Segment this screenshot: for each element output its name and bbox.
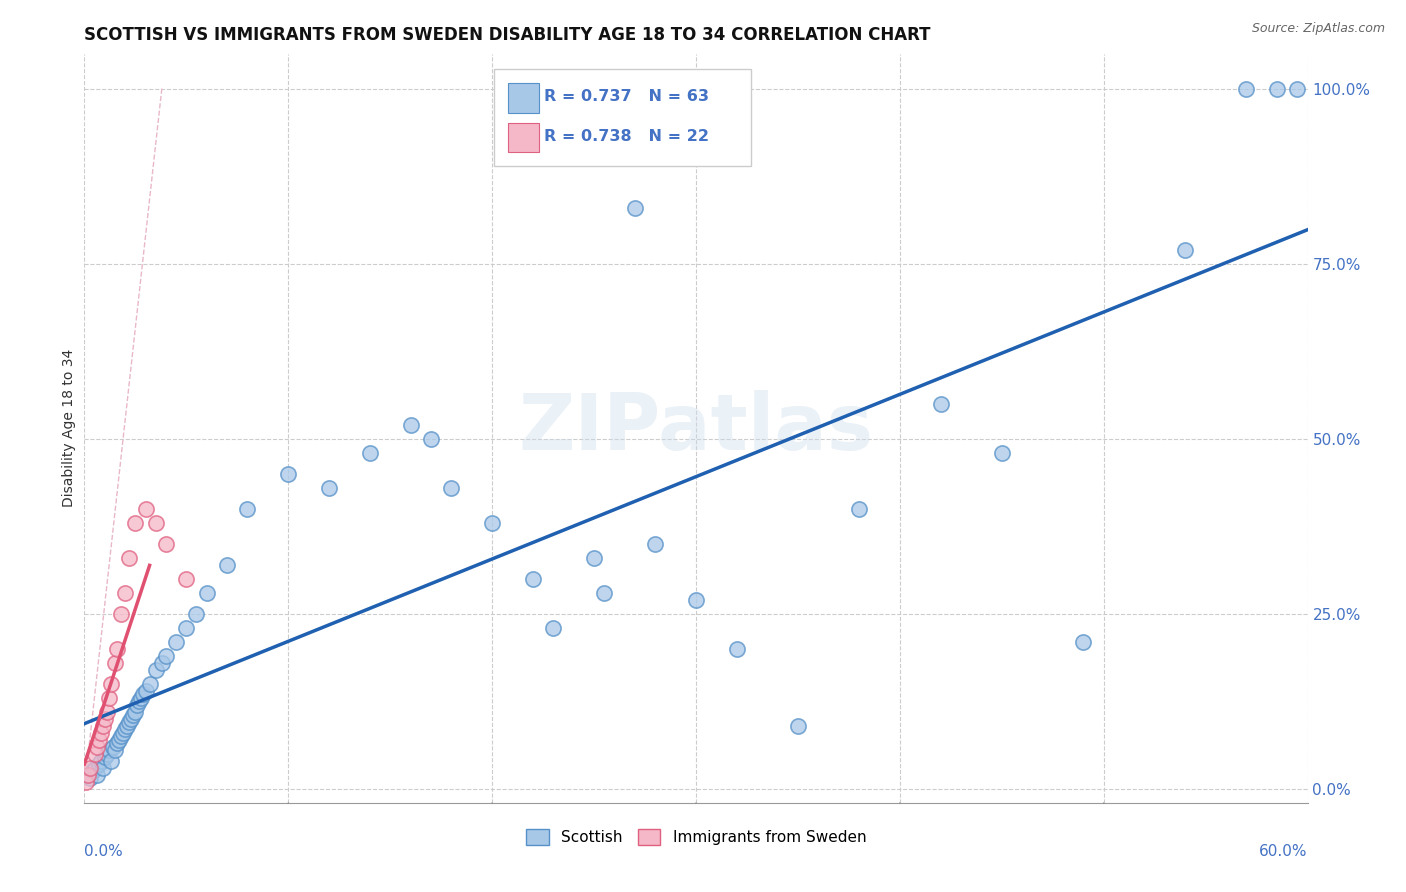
- Point: [87, 732, 110, 747]
- Point: [624, 201, 647, 215]
- Point: [120, 712, 142, 726]
- FancyBboxPatch shape: [508, 84, 540, 112]
- Text: 0.0%: 0.0%: [84, 844, 124, 859]
- Point: [82, 764, 104, 779]
- Point: [131, 690, 153, 705]
- Point: [96, 705, 118, 719]
- Point: [420, 432, 443, 446]
- Point: [593, 585, 616, 599]
- Text: Source: ZipAtlas.com: Source: ZipAtlas.com: [1251, 22, 1385, 36]
- Point: [87, 757, 110, 772]
- Point: [124, 705, 146, 719]
- Point: [90, 754, 112, 768]
- Point: [86, 768, 108, 782]
- Point: [83, 761, 105, 775]
- Point: [138, 677, 160, 691]
- Point: [217, 558, 239, 572]
- Point: [132, 687, 155, 701]
- Point: [118, 715, 141, 730]
- Point: [1174, 243, 1197, 257]
- Text: R = 0.738   N = 22: R = 0.738 N = 22: [544, 129, 709, 145]
- Point: [481, 516, 503, 530]
- Point: [104, 743, 127, 757]
- Point: [135, 501, 157, 516]
- Text: ZIPatlas: ZIPatlas: [519, 390, 873, 467]
- Point: [97, 690, 120, 705]
- Point: [165, 634, 187, 648]
- Text: 60.0%: 60.0%: [1260, 844, 1308, 859]
- Point: [101, 739, 124, 754]
- Point: [150, 656, 173, 670]
- Point: [522, 572, 544, 586]
- Point: [75, 774, 97, 789]
- Point: [97, 743, 120, 757]
- Point: [1286, 81, 1309, 95]
- Point: [91, 761, 114, 775]
- Point: [135, 683, 157, 698]
- Point: [1073, 634, 1095, 648]
- Point: [359, 445, 381, 459]
- Point: [174, 572, 197, 586]
- Point: [118, 550, 141, 565]
- Point: [86, 739, 108, 754]
- Point: [195, 585, 218, 599]
- Point: [124, 516, 146, 530]
- Point: [100, 754, 122, 768]
- Point: [128, 694, 150, 708]
- Point: [79, 761, 101, 775]
- Point: [583, 550, 606, 565]
- Point: [440, 481, 463, 495]
- Point: [105, 641, 128, 656]
- Point: [186, 607, 208, 621]
- Point: [145, 516, 167, 530]
- Point: [104, 656, 127, 670]
- Point: [77, 768, 100, 782]
- Point: [725, 641, 748, 656]
- Point: [112, 725, 135, 739]
- Text: SCOTTISH VS IMMIGRANTS FROM SWEDEN DISABILITY AGE 18 TO 34 CORRELATION CHART: SCOTTISH VS IMMIGRANTS FROM SWEDEN DISAB…: [84, 26, 931, 44]
- Point: [110, 729, 132, 743]
- Point: [115, 719, 138, 733]
- Point: [122, 708, 145, 723]
- Point: [77, 768, 100, 782]
- Point: [90, 725, 112, 739]
- Point: [127, 698, 149, 712]
- Point: [1236, 81, 1258, 95]
- Point: [145, 663, 167, 677]
- Legend: Scottish, Immigrants from Sweden: Scottish, Immigrants from Sweden: [520, 823, 872, 851]
- Y-axis label: Disability Age 18 to 34: Disability Age 18 to 34: [62, 349, 76, 508]
- Point: [93, 750, 115, 764]
- Point: [114, 585, 136, 599]
- Point: [991, 445, 1014, 459]
- Point: [93, 712, 115, 726]
- Point: [96, 747, 118, 761]
- Point: [787, 719, 810, 733]
- Point: [277, 467, 299, 481]
- Point: [83, 747, 105, 761]
- Point: [155, 648, 177, 663]
- Point: [105, 736, 128, 750]
- Point: [929, 397, 952, 411]
- Point: [543, 621, 565, 635]
- Point: [108, 732, 131, 747]
- Point: [399, 417, 422, 432]
- Text: R = 0.737   N = 63: R = 0.737 N = 63: [544, 89, 709, 104]
- Point: [174, 621, 197, 635]
- Point: [685, 592, 707, 607]
- Point: [1265, 81, 1288, 95]
- Point: [155, 537, 177, 551]
- FancyBboxPatch shape: [508, 123, 540, 153]
- Point: [236, 501, 259, 516]
- Point: [318, 481, 340, 495]
- Point: [100, 677, 122, 691]
- Point: [91, 719, 114, 733]
- Point: [114, 723, 136, 737]
- Point: [110, 607, 132, 621]
- Point: [644, 537, 666, 551]
- Point: [848, 501, 870, 516]
- FancyBboxPatch shape: [494, 69, 751, 166]
- Point: [79, 772, 101, 786]
